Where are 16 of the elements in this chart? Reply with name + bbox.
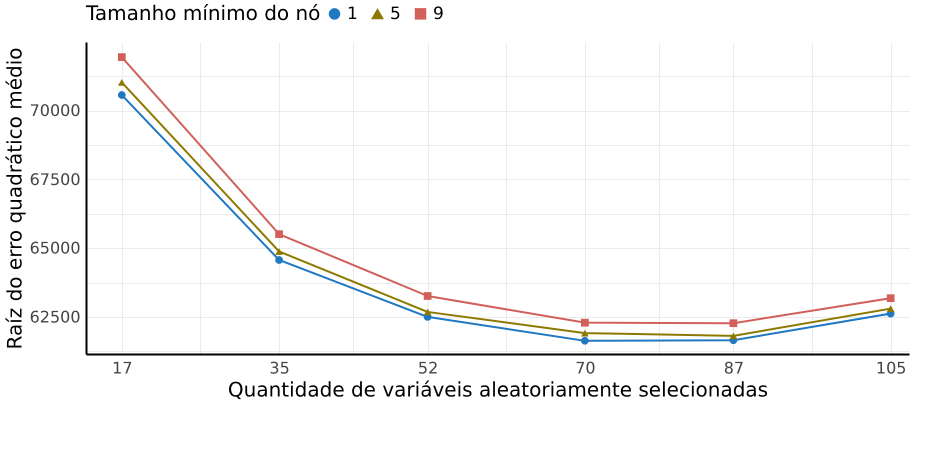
- y-axis-title: Raíz do erro quadrático médio: [2, 47, 27, 350]
- x-tick-label: 17: [112, 358, 132, 378]
- x-tick-label: 87: [724, 358, 744, 378]
- x-tick-label: 70: [575, 358, 596, 378]
- x-tick-label: 52: [418, 358, 438, 378]
- y-tick-label: 62500: [30, 307, 80, 326]
- x-axis-title: Quantidade de variáveis aleatoriamente selecionadas: [228, 378, 768, 402]
- x-tick-label: 105: [876, 358, 906, 378]
- y-tick-label: 67500: [30, 170, 80, 189]
- y-tick-label: 70000: [30, 101, 80, 120]
- legend-label: 1: [347, 4, 358, 24]
- legend-label: 5: [390, 4, 401, 24]
- y-tick-label: 65000: [30, 238, 80, 258]
- x-tick-label: 35: [269, 358, 290, 378]
- legend-title: Tamanho mínimo do nó: [85, 1, 320, 25]
- legend-label: 9: [433, 4, 444, 24]
